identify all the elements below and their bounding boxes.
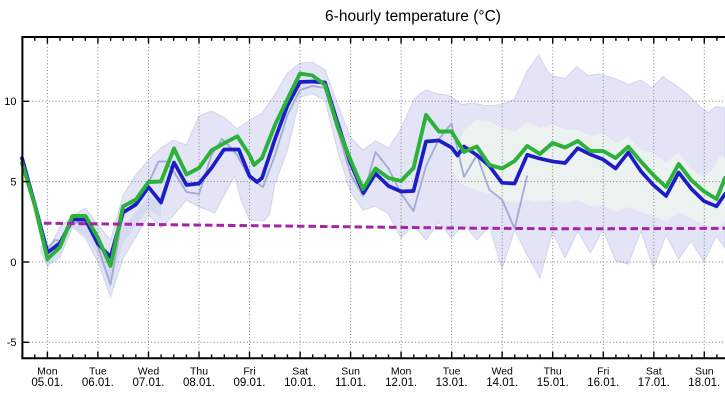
svg-text:08.01.: 08.01. — [183, 377, 215, 389]
svg-text:17.01.: 17.01. — [638, 377, 670, 389]
svg-text:06.01.: 06.01. — [82, 377, 114, 389]
svg-text:5: 5 — [10, 177, 16, 189]
svg-text:6-hourly temperature (°C): 6-hourly temperature (°C) — [325, 8, 501, 25]
svg-text:12.01.: 12.01. — [385, 377, 417, 389]
svg-text:Fri: Fri — [243, 366, 255, 378]
svg-text:Tue: Tue — [443, 366, 461, 378]
svg-text:05.01.: 05.01. — [31, 377, 63, 389]
svg-text:Tue: Tue — [89, 366, 107, 378]
svg-text:Fri: Fri — [597, 366, 609, 378]
svg-text:Thu: Thu — [190, 366, 208, 378]
svg-text:13.01.: 13.01. — [436, 377, 468, 389]
svg-text:14.01.: 14.01. — [486, 377, 518, 389]
svg-text:10: 10 — [4, 96, 16, 108]
svg-text:16.01.: 16.01. — [587, 377, 619, 389]
svg-text:0: 0 — [10, 257, 16, 269]
svg-text:Sun: Sun — [695, 366, 714, 378]
svg-text:11.01.: 11.01. — [335, 377, 366, 389]
svg-text:09.01.: 09.01. — [234, 377, 266, 389]
svg-text:07.01.: 07.01. — [133, 377, 165, 389]
svg-text:Sat: Sat — [292, 366, 308, 378]
svg-text:-5: -5 — [7, 337, 17, 349]
svg-text:Sun: Sun — [341, 366, 360, 378]
svg-text:Wed: Wed — [138, 366, 160, 378]
svg-text:Wed: Wed — [491, 366, 513, 378]
svg-text:Sat: Sat — [646, 366, 662, 378]
svg-text:10.01.: 10.01. — [284, 377, 316, 389]
svg-text:Thu: Thu — [544, 366, 562, 378]
svg-text:18.01.: 18.01. — [688, 377, 720, 389]
svg-text:15.01.: 15.01. — [537, 377, 569, 389]
svg-text:Mon: Mon — [391, 366, 412, 378]
svg-text:Mon: Mon — [37, 366, 58, 378]
